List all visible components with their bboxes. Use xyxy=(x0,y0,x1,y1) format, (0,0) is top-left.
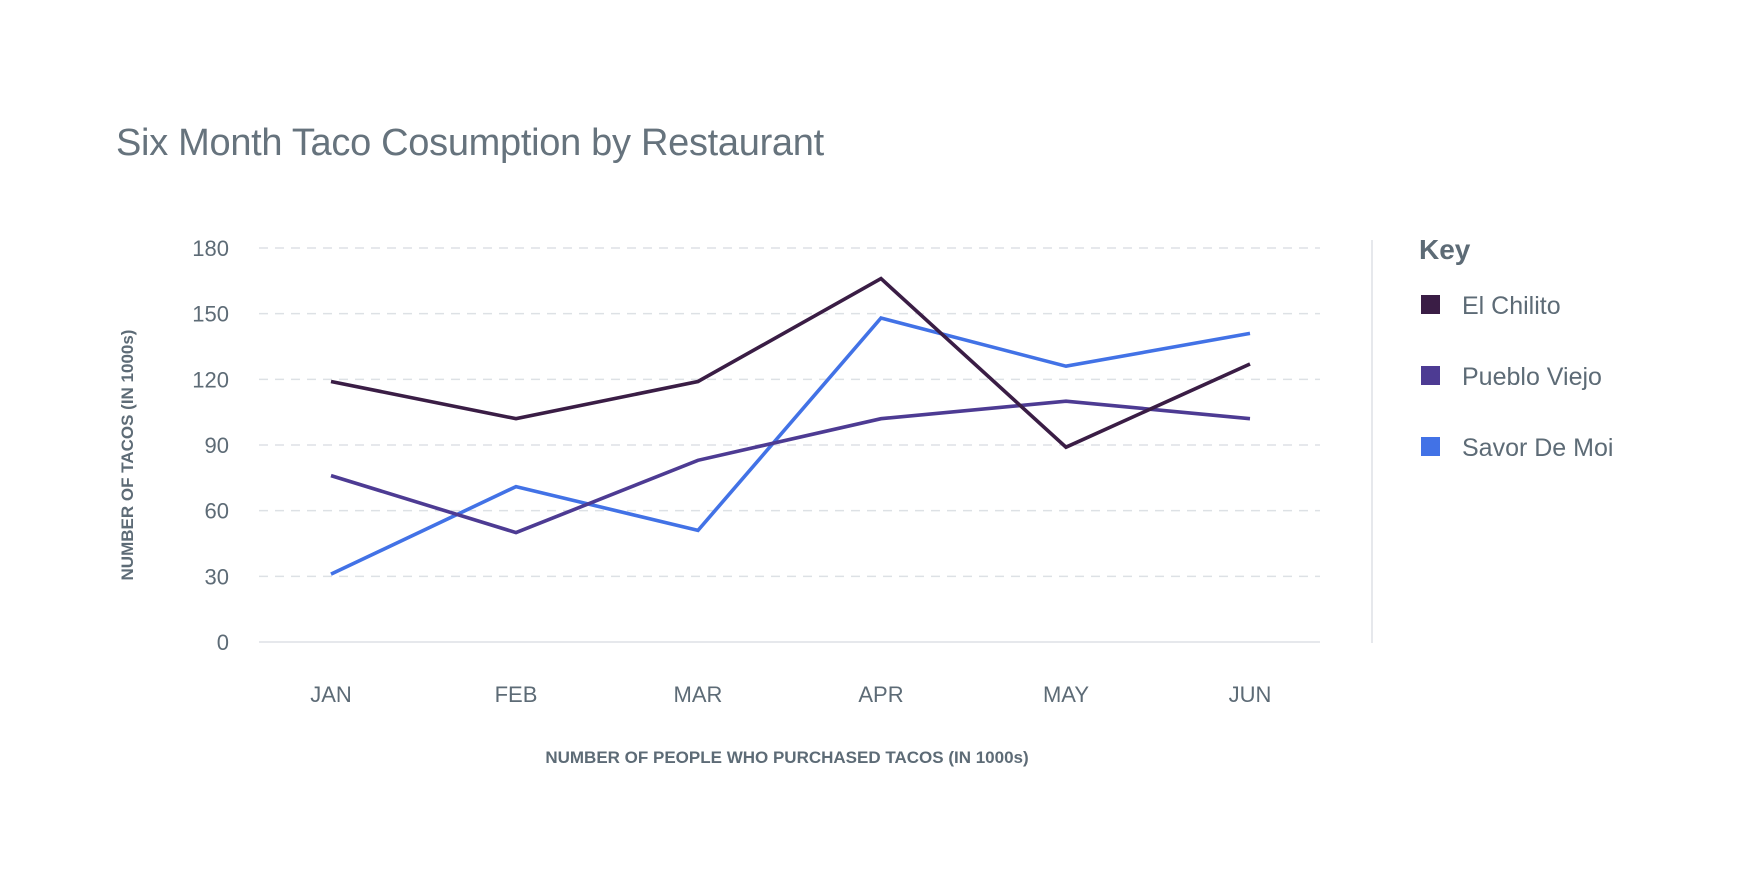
x-tick-label: JUN xyxy=(1229,682,1272,707)
legend-item-pueblo-viejo: Pueblo Viejo xyxy=(1421,363,1602,391)
legend-label: Savor De Moi xyxy=(1462,434,1613,462)
x-tick-label: JAN xyxy=(310,682,352,707)
series-line-savor-de-moi xyxy=(330,315,1251,576)
legend-item-savor-de-moi: Savor De Moi xyxy=(1421,434,1613,462)
legend-swatch xyxy=(1421,437,1440,456)
chart-title: Six Month Taco Cosumption by Restaurant xyxy=(116,122,824,164)
y-tick-label: 0 xyxy=(217,630,229,655)
y-tick-labels: 0 30 60 90 120 150 180 xyxy=(192,236,229,655)
legend-items: El Chilito Pueblo Viejo Savor De Moi xyxy=(1421,292,1613,462)
x-tick-labels: JAN FEB MAR APR MAY JUN xyxy=(310,682,1271,707)
series-line-el-chilito xyxy=(330,276,1251,450)
x-tick-label: APR xyxy=(858,682,903,707)
legend-item-el-chilito: El Chilito xyxy=(1421,292,1561,320)
y-tick-label: 120 xyxy=(192,367,229,392)
x-tick-label: MAY xyxy=(1043,682,1089,707)
y-tick-label: 30 xyxy=(205,564,229,589)
y-axis-label: NUMBER OF TACOS (IN 1000s) xyxy=(118,330,137,581)
y-tick-label: 60 xyxy=(205,499,229,524)
x-axis-label: NUMBER OF PEOPLE WHO PURCHASED TACOS (IN… xyxy=(545,748,1028,767)
legend-label: El Chilito xyxy=(1462,292,1561,320)
grid-layer xyxy=(259,247,1320,643)
legend-swatch xyxy=(1421,366,1440,385)
y-tick-label: 90 xyxy=(205,433,229,458)
legend-label: Pueblo Viejo xyxy=(1462,363,1602,391)
series-lines xyxy=(330,276,1251,576)
legend-title: Key xyxy=(1419,234,1471,265)
y-tick-label: 150 xyxy=(192,302,229,327)
legend: Key El Chilito Pueblo Viejo Savor De Moi xyxy=(1419,234,1613,462)
y-tick-label: 180 xyxy=(192,236,229,261)
legend-swatch xyxy=(1421,295,1440,314)
x-tick-label: MAR xyxy=(674,682,723,707)
series-line-pueblo-viejo xyxy=(330,399,1251,535)
x-tick-label: FEB xyxy=(495,682,538,707)
